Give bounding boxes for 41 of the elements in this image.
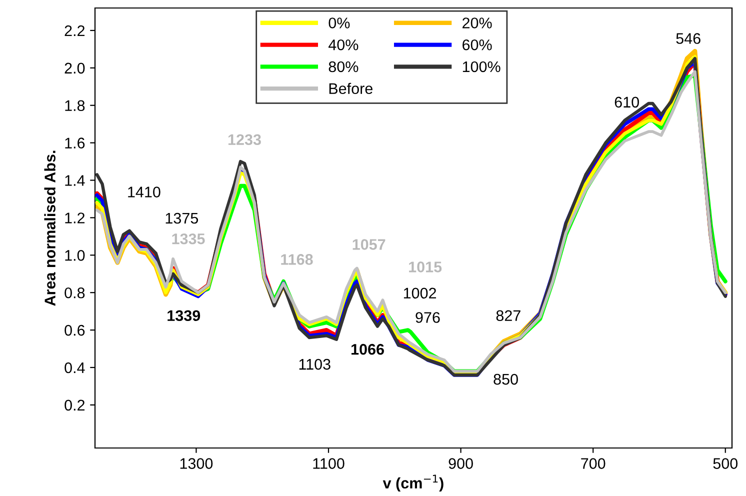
annotation: 1335 [172, 233, 205, 244]
legend-label: Before [329, 82, 372, 94]
y-tick-label: 1.0 [65, 250, 85, 261]
legend-label: 20% [462, 18, 492, 28]
y-tick-label: 1.8 [65, 100, 85, 112]
annotation: 827 [496, 310, 520, 322]
annotation: 1410 [128, 186, 160, 198]
y-tick-label: 1.6 [65, 138, 85, 148]
y-tick-label: 0.8 [64, 287, 85, 298]
annotation: 1057 [352, 239, 386, 250]
annotation: 1066 [352, 344, 384, 355]
y-tick-label: 1.4 [65, 175, 85, 186]
legend-label: 40% [328, 39, 358, 50]
y-tick-label: 0.2 [64, 400, 85, 411]
annotation: 1168 [281, 254, 313, 265]
annotation: 1015 [409, 262, 442, 272]
annotation: 1375 [166, 212, 198, 224]
annotation: 546 [676, 33, 700, 44]
annotation: 976 [416, 312, 440, 323]
y-axis-title: Area normalised Abs. [44, 150, 56, 306]
annotation: 850 [494, 374, 518, 385]
y-tick-label: 0.6 [64, 324, 85, 336]
x-tick-label: 1300 [180, 458, 213, 469]
x-tick-label: 900 [448, 458, 473, 469]
annotation: 1103 [299, 358, 330, 370]
y-tick-label: 2.2 [64, 25, 85, 36]
legend-label: 60% [462, 39, 492, 50]
x-tick-label: 1100 [313, 458, 344, 469]
annotation: 610 [614, 96, 639, 108]
x-axis-title: v (cm$^{−1}$) [382, 474, 444, 492]
annotation: 1002 [404, 288, 436, 299]
legend-label: 80% [328, 61, 358, 72]
annotation: 1339 [168, 310, 200, 322]
legend-label: 100% [462, 61, 500, 72]
legend-label: 0% [328, 18, 350, 28]
y-tick-label: 1.2 [65, 212, 85, 224]
y-tick-label: 0.4 [64, 362, 85, 374]
annotation: 1233 [228, 134, 261, 146]
y-tick-label: 2.0 [64, 62, 85, 74]
x-tick-label: 700 [581, 458, 606, 469]
x-tick-label: 500 [713, 458, 738, 469]
